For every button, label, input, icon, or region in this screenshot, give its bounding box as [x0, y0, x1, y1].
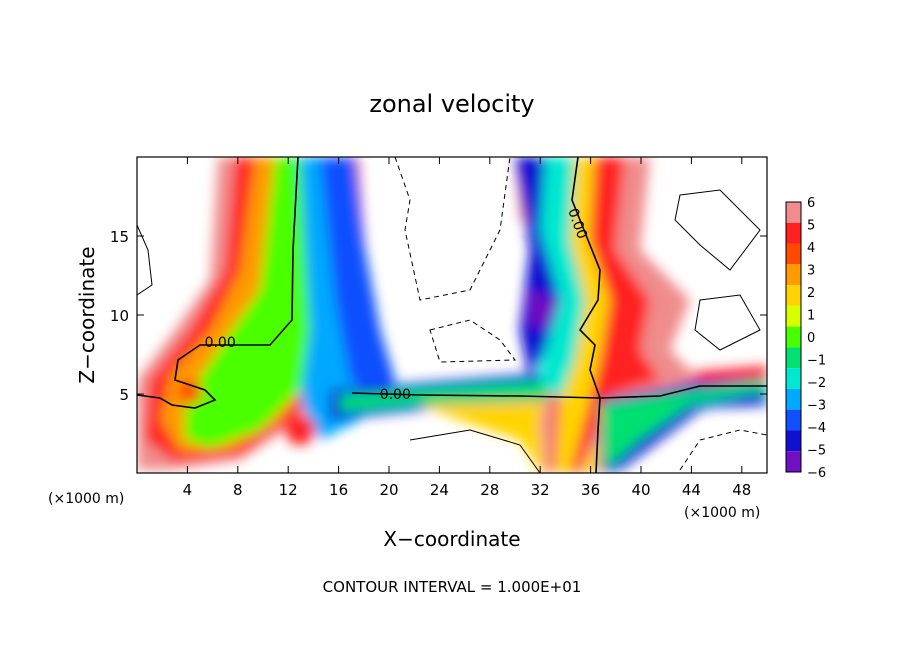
colorbar-swatch [786, 222, 801, 244]
chart-title: zonal velocity [369, 90, 534, 118]
y-tick-label: 10 [110, 307, 129, 325]
x-tick-label: 4 [183, 481, 193, 499]
x-tick-label: 40 [631, 481, 650, 499]
x-tick-label: 32 [531, 481, 550, 499]
colorbar-swatch [786, 264, 801, 286]
x-unit-left: (×1000 m) [48, 491, 124, 507]
contour-interval-note: CONTOUR INTERVAL = 1.000E+01 [323, 578, 582, 596]
x-tick-label: 44 [682, 481, 701, 499]
colorbar-label: −2 [807, 376, 826, 391]
colorbar-swatch [786, 202, 801, 223]
y-tick-label: 5 [119, 386, 129, 404]
y-axis: 5 10 15 [110, 228, 767, 404]
colorbar-swatch [786, 347, 801, 369]
colorbar-label: 4 [807, 241, 815, 256]
colorbar-label: −6 [807, 466, 826, 481]
colorbar-frame [785, 201, 802, 473]
colorbar-swatch [786, 451, 801, 472]
colorbar-label: −3 [807, 399, 826, 414]
x-axis-label: X−coordinate [383, 527, 520, 551]
colorbar-label: 6 [807, 196, 815, 211]
colorbar-swatch [786, 326, 801, 348]
colorbar-label: −4 [807, 421, 826, 436]
y-tick-label: 15 [110, 228, 129, 246]
colorbar-swatch [786, 388, 801, 410]
colorbar-swatch [786, 430, 801, 452]
colorbar-swatch [786, 409, 801, 431]
x-tick-label: 16 [329, 481, 348, 499]
x-tick-label: 28 [480, 481, 499, 499]
colorbar-label: 0 [807, 331, 815, 346]
colorbar-swatch [786, 305, 801, 327]
x-tick-label: 24 [430, 481, 449, 499]
x-tick-label: 48 [732, 481, 751, 499]
colorbar-label: 1 [807, 309, 815, 324]
x-unit-right: (×1000 m) [684, 505, 760, 521]
colorbar-label: 2 [807, 286, 815, 301]
x-tick-label: 8 [233, 481, 243, 499]
colorbar-swatch [786, 285, 801, 306]
contour-label: 0.00 [205, 335, 236, 351]
contour-label: 0.00 [380, 387, 411, 403]
colorbar-swatch [786, 243, 801, 265]
velocity-field [137, 157, 767, 473]
colorbar-label: −1 [807, 354, 826, 369]
x-axis: 4 8 12 16 20 24 28 32 36 40 44 48 [183, 157, 751, 499]
colorbar-label: 5 [807, 219, 815, 234]
x-tick-label: 12 [279, 481, 298, 499]
colorbar-swatch [786, 368, 801, 389]
y-axis-label: Z−coordinate [75, 246, 99, 383]
x-tick-label: 20 [379, 481, 398, 499]
colorbar-label: −5 [807, 444, 826, 459]
colorbar: 6 5 4 3 2 1 0 −1 −2 −3 −4 −5 −6 [785, 196, 826, 481]
colorbar-label: 3 [807, 264, 815, 279]
x-tick-label: 36 [581, 481, 600, 499]
